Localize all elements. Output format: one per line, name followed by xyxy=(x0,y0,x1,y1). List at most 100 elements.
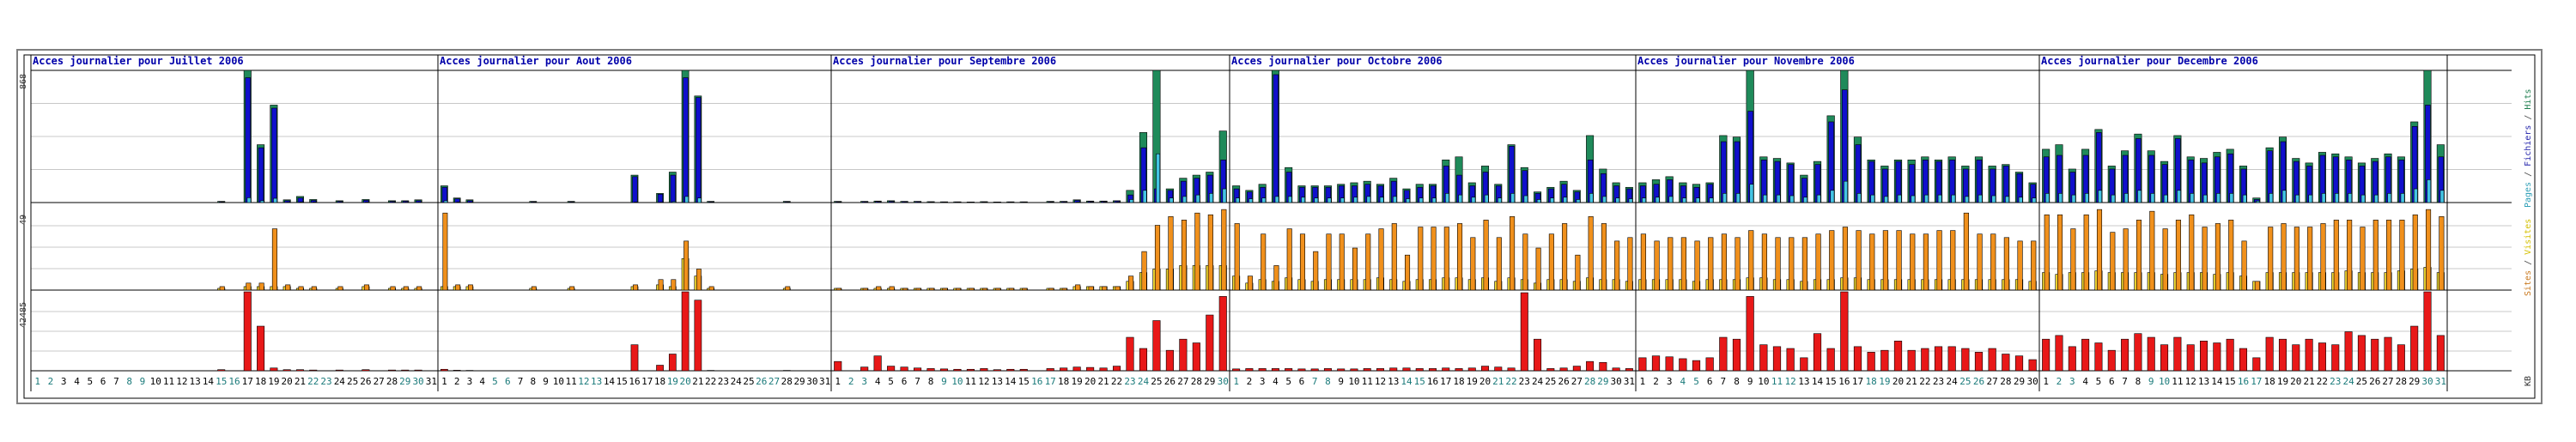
bar-kbytes xyxy=(2305,338,2313,372)
day-label: 17 xyxy=(641,376,653,387)
day-label: 23 xyxy=(320,376,331,387)
bar-pages xyxy=(2256,200,2260,203)
day-label: 9 xyxy=(543,376,549,387)
bar-pages xyxy=(1142,190,1147,203)
bar-pages xyxy=(2374,194,2379,203)
day-label: 25 xyxy=(743,376,754,387)
day-label: 21 xyxy=(295,376,306,387)
bar-kbytes xyxy=(1376,368,1384,372)
bar-kbytes xyxy=(2186,344,2195,372)
bar-sites xyxy=(1339,233,1345,291)
bar-sites xyxy=(1950,230,1956,291)
bar-kbytes xyxy=(1271,368,1279,372)
bar-pages xyxy=(1991,195,1996,203)
day-label: 20 xyxy=(1479,376,1491,387)
bar-pages xyxy=(365,202,369,203)
bar-sites xyxy=(658,279,664,291)
bar-pages xyxy=(1803,197,1808,203)
bar-kbytes xyxy=(2331,344,2340,372)
bar-kbytes xyxy=(1179,338,1188,372)
bar-sites xyxy=(2439,215,2445,291)
bar-kbytes xyxy=(1323,368,1332,372)
bar-kbytes xyxy=(1719,336,1728,372)
bar-sites xyxy=(1008,288,1014,291)
bar-sites xyxy=(2347,220,2353,291)
day-label: 17 xyxy=(242,376,253,387)
bar-kbytes xyxy=(1494,366,1503,372)
bar-kbytes xyxy=(2121,338,2129,372)
bar-pages xyxy=(2229,193,2234,203)
day-label: 12 xyxy=(2185,376,2196,387)
day-label: 3 xyxy=(1667,376,1673,387)
bar-pages xyxy=(1419,197,1424,203)
day-label: 31 xyxy=(1624,376,1635,387)
bar-pages xyxy=(2018,197,2023,203)
bar-sites xyxy=(1273,265,1279,291)
day-label: 11 xyxy=(2172,376,2183,387)
bar-sites xyxy=(468,284,473,291)
day-label: 26 xyxy=(1973,376,1984,387)
bar-sites xyxy=(928,288,935,291)
bar-kbytes xyxy=(1705,357,1714,372)
bar-files xyxy=(670,174,676,203)
bar-kbytes xyxy=(1389,367,1398,372)
bar-sites xyxy=(1562,223,1568,291)
bar-pages xyxy=(1924,194,1929,203)
bar-pages xyxy=(2413,188,2418,203)
day-label: 13 xyxy=(992,376,1003,387)
bar-files xyxy=(683,77,689,203)
bar-kbytes xyxy=(1520,292,1528,372)
legend-part-4: Hits xyxy=(2524,89,2533,110)
bar-pages xyxy=(273,197,277,203)
bar-kbytes xyxy=(694,300,702,372)
bar-kbytes xyxy=(1988,348,1996,372)
bar-sites xyxy=(1378,228,1384,291)
bar-kbytes xyxy=(1442,367,1450,372)
day-label: 7 xyxy=(1721,376,1727,387)
bar-sites xyxy=(1115,286,1121,291)
bar-sites xyxy=(1977,233,1983,291)
bar-sites xyxy=(390,286,396,291)
bar-sites xyxy=(1261,233,1267,291)
bar-sites xyxy=(1680,237,1687,291)
bar-kbytes xyxy=(1402,367,1411,372)
day-label: 30 xyxy=(412,376,423,387)
month-title: Acces journalier pour Septembre 2006 xyxy=(833,55,1056,67)
bar-sites xyxy=(2254,281,2260,291)
bar-kbytes xyxy=(630,344,639,372)
bar-pages xyxy=(1682,197,1687,203)
bar-pages xyxy=(1393,196,1397,203)
bar-pages xyxy=(2111,194,2116,203)
bar-pages xyxy=(1089,202,1094,203)
bar-pages xyxy=(1301,197,1305,203)
bar-sites xyxy=(1326,233,1332,291)
bar-pages xyxy=(1642,197,1647,203)
bar-sites xyxy=(1708,237,1714,291)
bar-pages xyxy=(2335,193,2339,203)
bar-kbytes xyxy=(1599,361,1607,372)
bar-pages xyxy=(1789,195,1795,203)
bar-pages xyxy=(1844,180,1849,203)
bar-pages xyxy=(2216,193,2221,203)
bar-kbytes xyxy=(1152,320,1161,372)
bar-pages xyxy=(1366,196,1371,203)
bar-sites xyxy=(1443,227,1449,291)
day-label: 6 xyxy=(1299,376,1305,387)
bar-kbytes xyxy=(1337,368,1346,372)
day-label: 13 xyxy=(1388,376,1399,387)
day-label: 24 xyxy=(731,376,743,387)
bar-pages xyxy=(1103,202,1108,203)
day-label: 12 xyxy=(578,376,589,387)
bar-pages xyxy=(1628,198,1633,203)
bar-sites xyxy=(569,286,575,291)
bar-pages xyxy=(1498,197,1502,203)
day-label: 7 xyxy=(113,376,119,387)
bar-kbytes xyxy=(2134,333,2142,372)
bar-sites xyxy=(337,286,343,291)
bar-sites xyxy=(1548,233,1554,291)
day-label: 18 xyxy=(1453,376,1464,387)
day-label: 5 xyxy=(492,376,498,387)
day-label: 2 xyxy=(454,376,460,387)
day-label: 9 xyxy=(140,376,146,387)
